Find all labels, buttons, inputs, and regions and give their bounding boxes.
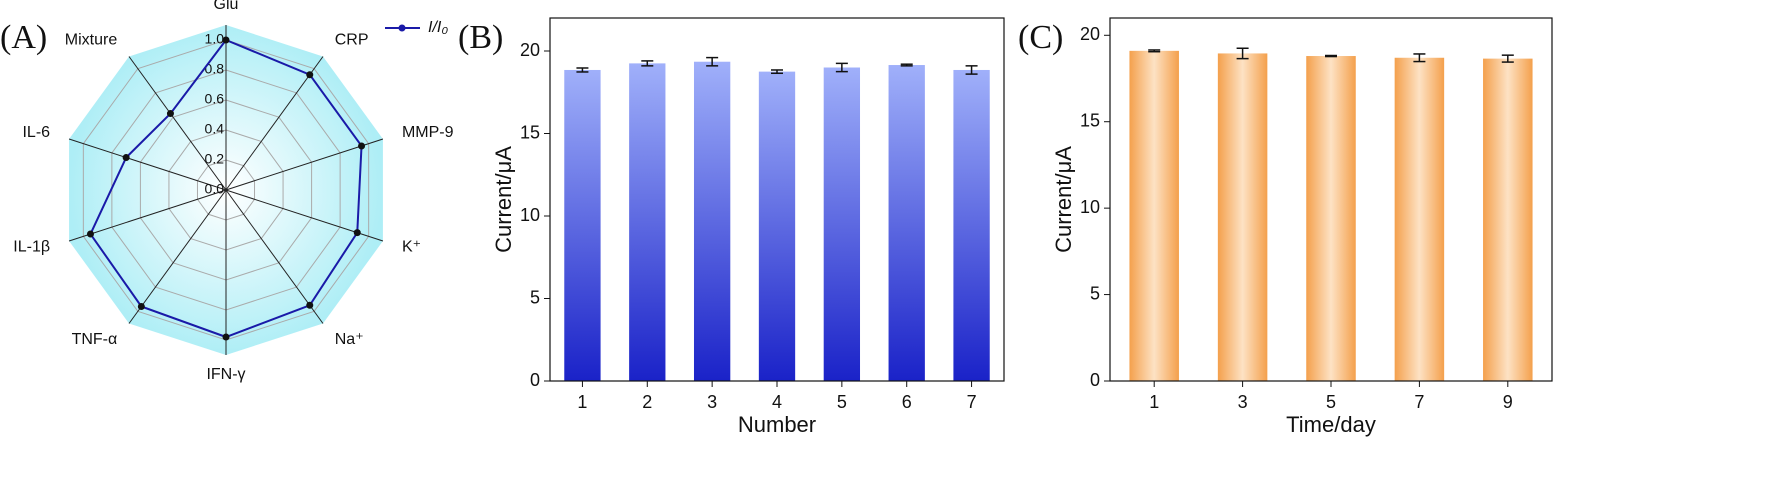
y-tick-label: 10 bbox=[520, 205, 540, 225]
bar bbox=[823, 67, 861, 381]
bar bbox=[758, 71, 796, 381]
r-tick-label: 0.2 bbox=[205, 151, 225, 167]
radar-axis bbox=[225, 189, 324, 324]
panel-label: (C) bbox=[1018, 19, 1063, 56]
x-tick-label: 1 bbox=[577, 392, 587, 412]
r-tick-label: 0.8 bbox=[205, 61, 225, 77]
y-tick-label: 20 bbox=[1080, 24, 1100, 44]
bar bbox=[693, 61, 731, 381]
category-label: Glu bbox=[214, 0, 239, 13]
r-tick-label: 0.0 bbox=[205, 181, 225, 197]
y-tick-label: 15 bbox=[1080, 110, 1100, 130]
radar-point bbox=[222, 333, 230, 341]
x-axis-title: Number bbox=[738, 412, 816, 437]
x-tick-label: 5 bbox=[837, 392, 847, 412]
bar bbox=[888, 65, 925, 382]
radar-point bbox=[306, 71, 314, 79]
radar-axis bbox=[225, 138, 384, 191]
category-label: MMP-9 bbox=[402, 124, 454, 141]
y-tick-label: 20 bbox=[520, 40, 540, 60]
x-tick-label: 7 bbox=[1414, 392, 1424, 412]
x-tick-label: 6 bbox=[902, 392, 912, 412]
radar-axis bbox=[68, 138, 227, 191]
bar bbox=[564, 69, 601, 381]
x-tick-label: 2 bbox=[642, 392, 652, 412]
radar-point bbox=[358, 142, 366, 150]
x-tick-label: 7 bbox=[967, 392, 977, 412]
category-label: Mixture bbox=[65, 32, 118, 49]
x-tick-label: 9 bbox=[1503, 392, 1513, 412]
y-tick-label: 0 bbox=[530, 370, 540, 390]
r-tick-label: 0.6 bbox=[205, 91, 225, 107]
y-tick-label: 10 bbox=[1080, 197, 1100, 217]
radar-point bbox=[86, 230, 94, 238]
x-tick-label: 1 bbox=[1149, 392, 1159, 412]
category-label: TNF-α bbox=[72, 331, 118, 348]
bar bbox=[1394, 57, 1445, 381]
bar bbox=[1217, 53, 1268, 381]
r-tick-label: 0.4 bbox=[205, 121, 225, 137]
category-label: IFN-γ bbox=[206, 366, 245, 383]
radar-axis bbox=[225, 56, 324, 191]
plot-frame bbox=[1109, 17, 1553, 382]
panel-label: (B) bbox=[458, 19, 503, 56]
y-tick-label: 5 bbox=[530, 287, 540, 307]
y-tick-label: 0 bbox=[1090, 370, 1100, 390]
bar bbox=[953, 69, 990, 381]
legend-label: I/I₀ bbox=[428, 19, 448, 36]
x-tick-label: 5 bbox=[1326, 392, 1336, 412]
y-axis-title: Current/μA bbox=[491, 146, 516, 253]
radar-axis bbox=[128, 56, 227, 191]
bar bbox=[629, 63, 666, 381]
radar-axis bbox=[128, 189, 227, 324]
panel-label: (A) bbox=[0, 19, 47, 56]
radar-point bbox=[122, 154, 130, 162]
radar-point bbox=[306, 301, 314, 309]
radar-point bbox=[166, 110, 174, 118]
x-tick-label: 3 bbox=[707, 392, 717, 412]
bar bbox=[1483, 58, 1533, 381]
y-axis-title: Current/μA bbox=[1051, 146, 1076, 253]
category-label: CRP bbox=[335, 32, 369, 49]
bar bbox=[1306, 56, 1356, 382]
r-tick-label: 1.0 bbox=[205, 31, 225, 47]
bar bbox=[1129, 50, 1179, 381]
radar-axis bbox=[68, 189, 227, 242]
category-label: IL-6 bbox=[22, 124, 50, 141]
radar-point bbox=[137, 302, 145, 310]
y-tick-label: 15 bbox=[520, 122, 540, 142]
x-tick-label: 3 bbox=[1238, 392, 1248, 412]
y-tick-label: 5 bbox=[1090, 283, 1100, 303]
x-axis-title: Time/day bbox=[1286, 412, 1376, 437]
radar-point bbox=[222, 36, 230, 44]
x-tick-label: 4 bbox=[772, 392, 782, 412]
radar-point bbox=[353, 229, 361, 237]
category-label: Na⁺ bbox=[335, 331, 364, 348]
category-label: IL-1β bbox=[13, 238, 50, 255]
legend-marker bbox=[398, 24, 406, 32]
category-label: K⁺ bbox=[402, 238, 421, 255]
plot-frame bbox=[549, 17, 1005, 382]
